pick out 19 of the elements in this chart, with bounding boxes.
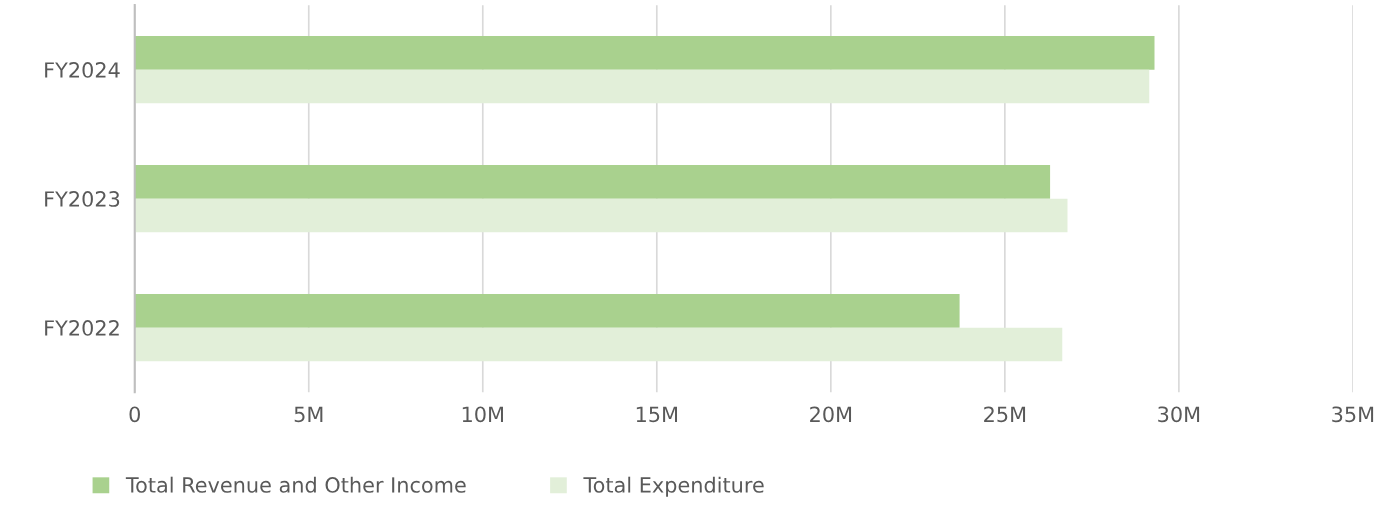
x-tick-label: 30M [1158, 406, 1200, 423]
y-tick-label: FY2024 [45, 62, 120, 78]
y-tick-label: FY2022 [45, 320, 119, 336]
legend-label: Total Revenue and Other Income [125, 476, 466, 493]
bar [134, 36, 1155, 70]
x-tick-label: 0 [129, 406, 140, 423]
x-tick-label: 35M [1332, 406, 1374, 423]
x-tick-label: 15M [636, 406, 678, 423]
bar [134, 198, 1068, 233]
y-tick-label: FY2023 [45, 191, 120, 207]
bar [134, 294, 960, 328]
bar [134, 165, 1051, 199]
x-tick-label: 5M [294, 406, 323, 423]
bar [134, 327, 1063, 362]
x-tick-label: 10M [462, 406, 503, 423]
bar [134, 69, 1150, 104]
x-tick-label: 20M [810, 406, 852, 423]
legend-label: Total Expenditure [583, 476, 764, 497]
x-tick-label: 25M [984, 406, 1026, 423]
